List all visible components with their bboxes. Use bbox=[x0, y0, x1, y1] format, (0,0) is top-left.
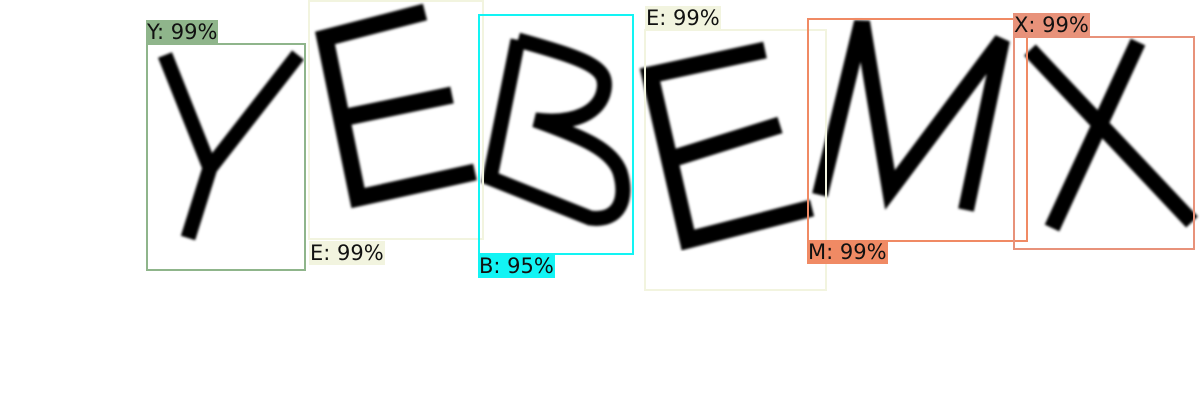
letter-y-glyph bbox=[158, 50, 304, 241]
detection-label-x: X: 99% bbox=[1013, 13, 1090, 37]
detection-label-b: B: 95% bbox=[478, 254, 555, 278]
detection-box-b bbox=[478, 14, 634, 255]
detection-box-e-1 bbox=[308, 0, 484, 240]
letter-x-glyph bbox=[1024, 38, 1198, 232]
detection-label-y: Y: 99% bbox=[146, 20, 219, 44]
detection-label-m: M: 99% bbox=[807, 240, 888, 264]
detection-box-x bbox=[1013, 36, 1195, 250]
letter-e-glyph-1 bbox=[315, 3, 477, 209]
detection-label-e-1: E: 99% bbox=[309, 241, 385, 265]
detection-box-e-2 bbox=[644, 29, 827, 291]
detection-box-m bbox=[807, 18, 1028, 242]
letter-m-glyph bbox=[812, 20, 1010, 212]
detection-label-e-2: E: 99% bbox=[645, 6, 721, 30]
letter-b-glyph bbox=[481, 32, 631, 226]
detection-box-y bbox=[146, 43, 306, 271]
letter-e-glyph-2 bbox=[639, 41, 815, 251]
